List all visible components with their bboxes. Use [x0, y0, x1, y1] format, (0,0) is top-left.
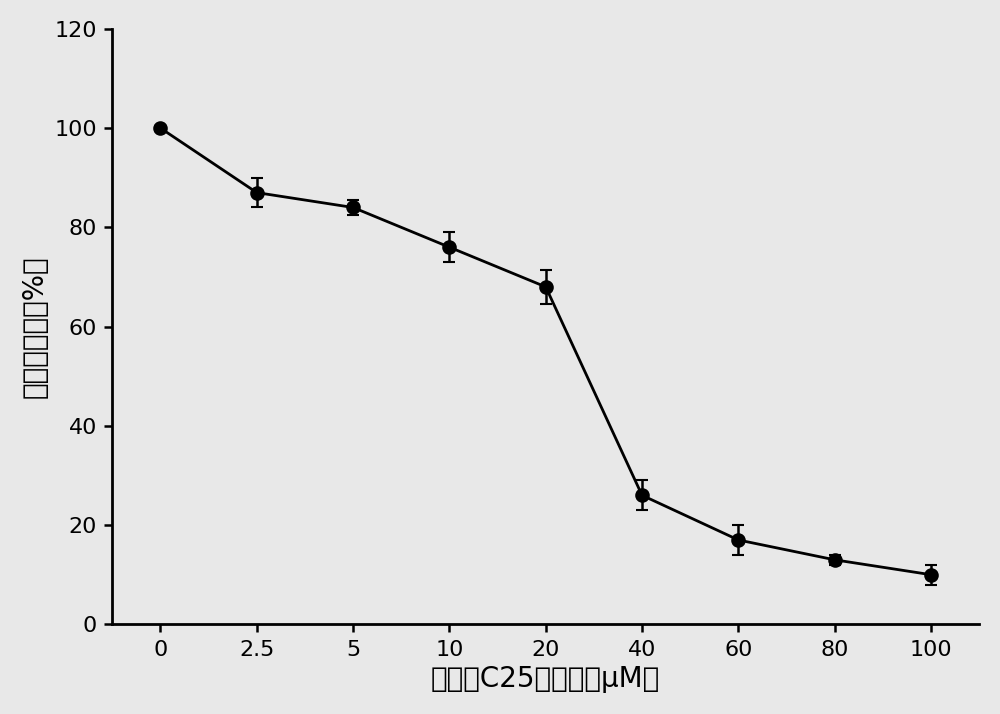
X-axis label: 化合物C25的浓度（μM）: 化合物C25的浓度（μM）	[431, 665, 660, 693]
Y-axis label: 细胞存活率（%）: 细胞存活率（%）	[21, 256, 49, 398]
